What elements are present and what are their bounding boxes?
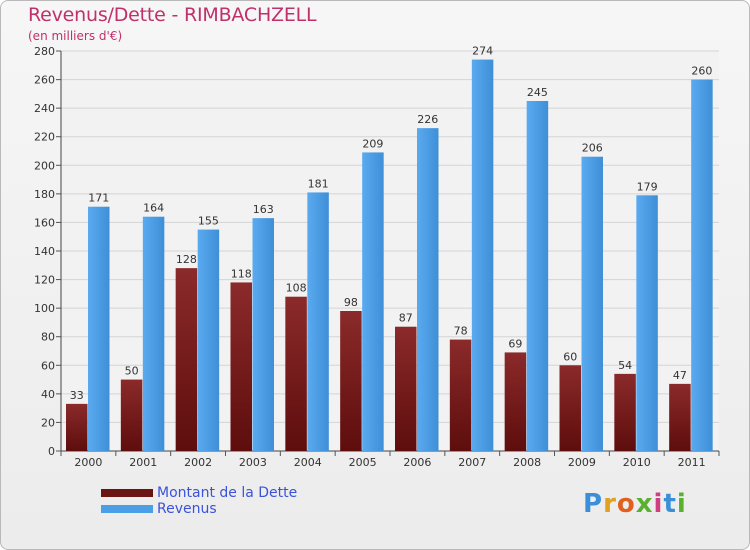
- bar-dette: [559, 365, 581, 451]
- data-label-revenus: 209: [362, 137, 383, 150]
- data-label-revenus: 164: [143, 202, 164, 215]
- bar-revenus: [471, 59, 494, 451]
- x-tick-label: 2003: [239, 456, 267, 469]
- data-label-dette: 60: [563, 350, 577, 363]
- y-tick-label: 220: [34, 131, 55, 144]
- y-tick-label: 60: [41, 359, 55, 372]
- bar-dette: [614, 373, 636, 451]
- data-label-revenus: 260: [691, 65, 712, 78]
- legend-label-revenus: Revenus: [157, 501, 217, 517]
- bar-dette: [449, 339, 472, 451]
- data-label-revenus: 155: [198, 215, 219, 228]
- y-tick-label: 280: [34, 45, 55, 58]
- y-tick-label: 140: [34, 245, 55, 258]
- x-tick-label: 2011: [678, 456, 706, 469]
- bar-dette: [340, 311, 362, 451]
- logo-letter: t: [663, 489, 677, 519]
- x-tick-label: 2010: [623, 456, 651, 469]
- data-label-dette: 87: [399, 312, 413, 325]
- legend-swatch-revenus: [101, 505, 153, 513]
- logo-letter: o: [616, 489, 636, 519]
- bar-revenus: [142, 216, 165, 451]
- y-tick-label: 160: [34, 216, 55, 229]
- data-label-dette: 33: [70, 389, 84, 402]
- data-label-dette: 47: [673, 369, 687, 382]
- bar-dette: [285, 296, 307, 451]
- x-tick-label: 2004: [294, 456, 322, 469]
- bar-dette: [175, 268, 198, 451]
- chart-title: Revenus/Dette - RIMBACHZELL: [28, 4, 317, 26]
- logo-letter: r: [603, 489, 617, 519]
- data-label-revenus: 245: [527, 86, 548, 99]
- bar-dette: [395, 326, 417, 451]
- data-label-revenus: 163: [253, 203, 274, 216]
- logo-letter: P: [583, 489, 604, 519]
- legend-swatch-dette: [101, 489, 153, 497]
- x-tick-label: 2000: [74, 456, 102, 469]
- data-label-dette: 50: [125, 365, 139, 378]
- data-label-revenus: 171: [88, 192, 109, 205]
- x-tick-label: 2002: [184, 456, 212, 469]
- data-label-revenus: 206: [582, 142, 603, 155]
- y-tick-label: 180: [34, 188, 55, 201]
- data-label-dette: 128: [176, 253, 197, 266]
- proxiti-logo: Proxiti: [583, 489, 687, 519]
- bar-dette: [120, 379, 143, 451]
- bar-revenus: [417, 128, 439, 451]
- data-label-dette: 54: [618, 359, 632, 372]
- bar-revenus: [197, 229, 220, 451]
- bar-revenus: [526, 101, 549, 451]
- logo-letter: i: [653, 489, 664, 519]
- logo-letter: x: [635, 489, 654, 519]
- bar-revenus: [636, 195, 658, 451]
- bar-dette: [66, 403, 88, 451]
- y-tick-label: 240: [34, 102, 55, 115]
- data-label-dette: 69: [508, 337, 522, 350]
- data-label-revenus: 181: [308, 177, 329, 190]
- data-label-dette: 98: [344, 296, 358, 309]
- y-tick-label: 200: [34, 159, 55, 172]
- bar-revenus: [88, 206, 110, 451]
- x-tick-label: 2005: [349, 456, 377, 469]
- data-label-dette: 118: [231, 267, 252, 280]
- x-tick-label: 2009: [568, 456, 596, 469]
- bar-dette: [504, 352, 527, 451]
- x-tick-label: 2006: [403, 456, 431, 469]
- y-tick-label: 120: [34, 274, 55, 287]
- y-tick-label: 260: [34, 74, 55, 87]
- bar-revenus: [581, 156, 603, 451]
- data-label-dette: 78: [454, 325, 468, 338]
- bar-dette: [230, 282, 252, 451]
- bar-revenus: [252, 218, 274, 451]
- legend-label-dette: Montant de la Dette: [157, 485, 298, 501]
- bar-revenus: [691, 79, 713, 452]
- data-label-revenus: 274: [472, 45, 493, 58]
- y-tick-label: 20: [41, 416, 55, 429]
- bar-revenus: [362, 152, 384, 451]
- chart-subtitle: (en milliers d'€): [28, 29, 123, 43]
- logo-letter: i: [676, 489, 687, 519]
- data-label-revenus: 226: [417, 113, 438, 126]
- bar-dette: [669, 383, 691, 451]
- bar-revenus: [307, 192, 329, 451]
- data-label-dette: 108: [286, 282, 307, 295]
- x-tick-label: 2007: [458, 456, 486, 469]
- y-tick-label: 40: [41, 388, 55, 401]
- y-tick-label: 0: [48, 445, 55, 458]
- data-label-revenus: 179: [637, 180, 658, 193]
- y-tick-label: 80: [41, 331, 55, 344]
- x-tick-label: 2008: [513, 456, 541, 469]
- y-tick-label: 100: [34, 302, 55, 315]
- x-tick-label: 2001: [129, 456, 157, 469]
